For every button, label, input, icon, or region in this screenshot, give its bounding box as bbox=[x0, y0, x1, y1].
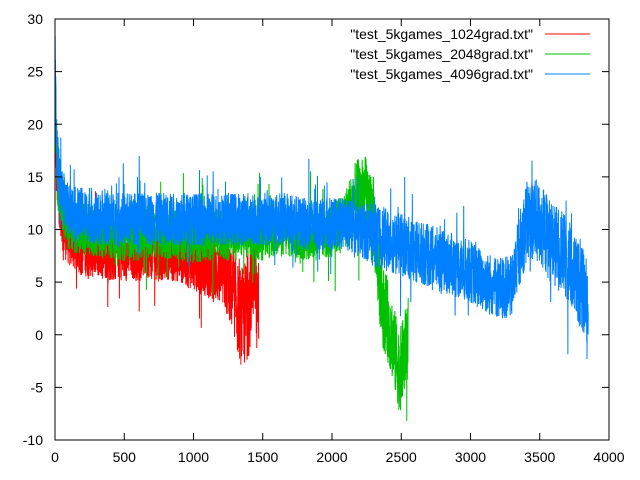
y-tick-label: 10 bbox=[27, 222, 43, 238]
x-tick-label: 1000 bbox=[178, 449, 209, 465]
x-tick-label: 3500 bbox=[524, 449, 555, 465]
x-tick-label: 0 bbox=[51, 449, 59, 465]
series-line-3 bbox=[54, 36, 589, 359]
y-tick-label: 30 bbox=[27, 11, 43, 27]
x-tick-label: 2000 bbox=[316, 449, 347, 465]
x-tick-label: 4000 bbox=[593, 449, 624, 465]
y-tick-label: 0 bbox=[35, 327, 43, 343]
y-tick-label: 15 bbox=[27, 169, 43, 185]
legend-label-1: "test_5kgames_1024grad.txt" bbox=[350, 26, 533, 42]
y-tick-label: -5 bbox=[31, 379, 44, 395]
series-layer bbox=[54, 36, 589, 421]
y-tick-label: -10 bbox=[23, 432, 43, 448]
legend-label-2: "test_5kgames_2048grad.txt" bbox=[350, 46, 533, 62]
y-tick-label: 25 bbox=[27, 64, 43, 80]
y-tick-label: 5 bbox=[35, 274, 43, 290]
x-tick-label: 2500 bbox=[386, 449, 417, 465]
series-line-1 bbox=[54, 72, 260, 365]
axes-layer: 0 500 1000 1500 2000 2500 3000 3500 4000 -10 -5 0 5 1… bbox=[23, 11, 625, 465]
y-tick-label: 20 bbox=[27, 116, 43, 132]
x-tick-label: 1500 bbox=[247, 449, 278, 465]
x-tick-label: 500 bbox=[113, 449, 137, 465]
legend-label-3: "test_5kgames_4096grad.txt" bbox=[350, 66, 533, 82]
legend: "test_5kgames_1024grad.txt" "test_5kgames… bbox=[350, 26, 590, 82]
x-tick-label: 3000 bbox=[455, 449, 486, 465]
